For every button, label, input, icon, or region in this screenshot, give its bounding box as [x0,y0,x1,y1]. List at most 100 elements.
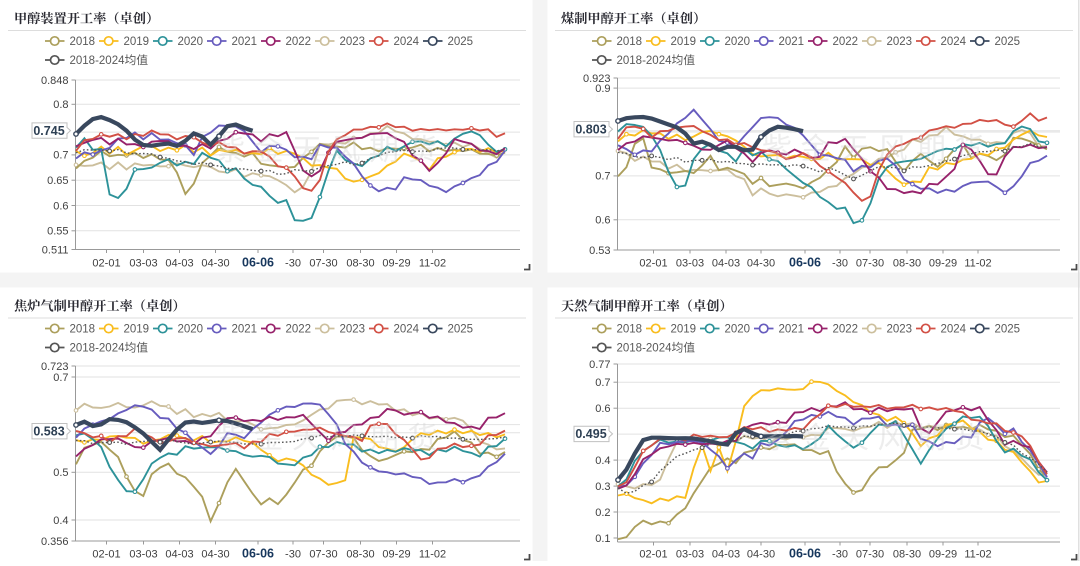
svg-text:2025: 2025 [448,36,474,48]
svg-text:0.511: 0.511 [42,244,69,256]
svg-text:04-03: 04-03 [165,258,193,270]
svg-text:08-30: 08-30 [346,258,374,270]
svg-text:0.6: 0.6 [595,403,610,415]
svg-text:2023: 2023 [887,36,913,48]
svg-text:06-06: 06-06 [242,547,274,561]
svg-text:2020: 2020 [725,324,751,336]
svg-text:2018: 2018 [70,324,96,336]
svg-text:2018: 2018 [617,36,643,48]
svg-text:2025: 2025 [995,324,1021,336]
svg-text:0.7: 0.7 [595,171,610,183]
svg-text:04-03: 04-03 [712,549,740,561]
svg-text:02-01: 02-01 [639,549,667,561]
svg-text:06-06: 06-06 [789,256,821,270]
svg-text:2019: 2019 [124,36,150,48]
svg-text:04-30: 04-30 [747,549,775,561]
svg-text:0.7: 0.7 [53,150,68,162]
svg-text:11-02: 11-02 [419,258,446,270]
svg-text:0.6: 0.6 [595,215,610,227]
svg-text:07-30: 07-30 [309,258,337,270]
svg-text:2019: 2019 [124,324,150,336]
svg-text:2025: 2025 [995,36,1021,48]
svg-text:08-30: 08-30 [893,258,921,270]
svg-text:08-30: 08-30 [346,549,374,561]
svg-text:0.77: 0.77 [589,359,610,371]
svg-text:-30: -30 [832,258,848,270]
svg-text:2018-2024: 2018-2024 [70,343,126,355]
svg-text:2020: 2020 [178,324,204,336]
svg-text:09-29: 09-29 [929,258,957,270]
svg-text:0.723: 0.723 [41,361,69,373]
svg-text:11-02: 11-02 [964,549,991,561]
svg-text:09-29: 09-29 [382,549,410,561]
svg-text:07-30: 07-30 [856,549,884,561]
svg-text:2025: 2025 [448,324,474,336]
svg-text:02-01: 02-01 [639,258,667,270]
svg-text:0.4: 0.4 [53,515,68,527]
svg-text:03-03: 03-03 [129,258,157,270]
svg-text:2022: 2022 [833,36,859,48]
svg-text:0.3: 0.3 [595,481,610,493]
svg-text:0.495: 0.495 [575,427,606,441]
svg-text:2018-2024: 2018-2024 [70,55,126,67]
svg-text:2020: 2020 [725,36,751,48]
svg-text:0.8: 0.8 [53,99,68,111]
svg-text:04-03: 04-03 [712,258,740,270]
svg-text:04-30: 04-30 [201,549,229,561]
svg-text:0.65: 0.65 [47,175,68,187]
svg-text:2018: 2018 [70,36,96,48]
svg-text:02-01: 02-01 [92,549,120,561]
svg-text:2024: 2024 [394,324,420,336]
svg-text:2023: 2023 [340,324,366,336]
svg-text:2021: 2021 [779,36,805,48]
svg-text:0.1: 0.1 [595,533,610,545]
svg-text:2021: 2021 [232,36,258,48]
svg-text:0.55: 0.55 [47,226,68,238]
svg-text:03-03: 03-03 [129,549,157,561]
svg-text:0.583: 0.583 [33,425,64,439]
svg-text:0.53: 0.53 [589,245,610,257]
svg-text:-30: -30 [285,258,301,270]
svg-text:2023: 2023 [340,36,366,48]
svg-text:-30: -30 [832,549,848,561]
svg-text:2021: 2021 [232,324,258,336]
svg-text:11-02: 11-02 [419,549,446,561]
svg-text:0.5: 0.5 [53,467,68,479]
svg-text:2023: 2023 [887,324,913,336]
svg-text:06-06: 06-06 [789,547,821,561]
svg-text:04-03: 04-03 [165,549,193,561]
svg-text:03-03: 03-03 [676,549,704,561]
svg-text:0.9: 0.9 [595,83,610,95]
svg-text:2024: 2024 [941,36,967,48]
svg-text:2019: 2019 [671,324,697,336]
svg-text:2022: 2022 [286,36,312,48]
svg-text:0.848: 0.848 [41,75,69,87]
svg-text:09-29: 09-29 [929,549,957,561]
svg-text:-30: -30 [285,549,301,561]
svg-text:04-30: 04-30 [201,258,229,270]
svg-text:0.7: 0.7 [595,377,610,389]
svg-text:02-01: 02-01 [92,258,120,270]
svg-text:0.923: 0.923 [583,73,611,85]
svg-text:08-30: 08-30 [893,549,921,561]
svg-text:0.2: 0.2 [595,507,610,519]
svg-text:2018: 2018 [617,324,643,336]
svg-text:07-30: 07-30 [856,258,884,270]
svg-text:2018-2024: 2018-2024 [617,343,673,355]
svg-text:11-02: 11-02 [964,258,991,270]
svg-text:2019: 2019 [671,36,697,48]
svg-text:2022: 2022 [833,324,859,336]
svg-text:0.745: 0.745 [33,124,64,138]
svg-text:0.6: 0.6 [53,200,68,212]
svg-text:2024: 2024 [941,324,967,336]
svg-text:04-30: 04-30 [747,258,775,270]
svg-text:0.356: 0.356 [41,536,69,548]
svg-text:03-03: 03-03 [676,258,704,270]
svg-text:2020: 2020 [178,36,204,48]
svg-text:2022: 2022 [286,324,312,336]
svg-text:07-30: 07-30 [309,549,337,561]
svg-text:2018-2024: 2018-2024 [617,55,673,67]
svg-text:09-29: 09-29 [382,258,410,270]
svg-text:2021: 2021 [779,324,805,336]
svg-text:0.803: 0.803 [575,123,606,137]
